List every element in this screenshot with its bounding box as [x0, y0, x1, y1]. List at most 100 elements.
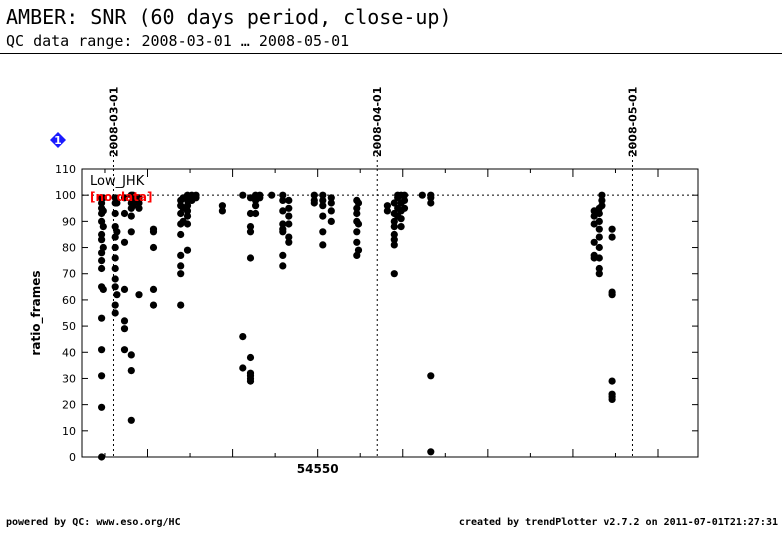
data-point — [354, 199, 363, 207]
data-point — [268, 191, 276, 199]
data-point — [608, 225, 616, 233]
data-point — [595, 243, 603, 252]
data-point — [397, 223, 405, 231]
data-point — [120, 346, 129, 354]
data-point — [256, 194, 264, 202]
data-point — [135, 199, 143, 207]
data-point — [608, 233, 616, 241]
data-point — [390, 223, 398, 231]
points-layer — [98, 191, 616, 461]
date-marker-label: 2008-05-01 — [626, 87, 639, 157]
data-point — [99, 207, 107, 215]
data-point — [598, 202, 606, 210]
diamond-icon — [50, 132, 66, 148]
plot-frame — [81, 168, 699, 458]
data-point — [135, 291, 143, 299]
data-point — [111, 209, 119, 218]
data-point — [135, 204, 143, 212]
data-point — [177, 262, 185, 270]
data-point — [598, 196, 606, 204]
legend-status-label: [no data] — [90, 190, 152, 204]
data-point — [149, 285, 158, 293]
data-point — [590, 254, 598, 262]
data-point — [279, 251, 287, 259]
data-point — [279, 262, 287, 270]
data-point — [246, 254, 255, 262]
data-point — [285, 212, 293, 220]
data-point — [427, 372, 435, 380]
data-point — [598, 191, 606, 199]
data-point — [390, 199, 398, 207]
data-point — [120, 209, 129, 218]
data-point — [99, 194, 107, 202]
data-point — [246, 223, 255, 231]
data-point — [279, 220, 287, 228]
data-point — [98, 236, 106, 244]
info-badge-label: 1 — [54, 134, 62, 147]
y-tick-label: 70 — [62, 268, 76, 281]
data-point — [113, 228, 121, 236]
header-divider — [0, 53, 782, 54]
data-point — [99, 285, 107, 293]
y-tick-label: 20 — [62, 399, 76, 412]
data-point — [127, 228, 135, 236]
data-point — [127, 351, 135, 359]
data-point — [279, 207, 287, 215]
data-point — [218, 202, 226, 210]
date-marker-label: 2008-04-01 — [371, 87, 384, 157]
data-point — [400, 204, 409, 212]
data-point — [99, 223, 107, 231]
data-point — [400, 196, 409, 204]
y-axis-label: ratio_frames — [29, 270, 44, 355]
data-point — [149, 228, 158, 236]
data-point — [120, 325, 129, 333]
y-tick-label: 10 — [62, 425, 76, 438]
data-point — [111, 301, 119, 309]
data-point — [98, 257, 106, 265]
data-point — [177, 230, 185, 239]
data-point — [319, 202, 327, 210]
footer-powered-by: powered by QC: www.eso.org/HC — [6, 517, 181, 528]
page-subtitle: QC data range: 2008-03-01 … 2008-05-01 — [6, 32, 350, 50]
data-point — [239, 191, 247, 199]
data-point — [246, 209, 255, 218]
data-point — [98, 264, 106, 273]
data-point — [113, 199, 121, 207]
y-tick-label: 60 — [62, 294, 76, 307]
data-point — [111, 264, 119, 273]
data-point — [111, 309, 119, 317]
data-point — [252, 209, 260, 218]
data-point — [319, 191, 327, 199]
data-point — [327, 199, 335, 207]
data-point — [111, 283, 119, 291]
x-tick-label: 54550 — [297, 462, 339, 476]
data-point — [113, 291, 121, 299]
data-point — [285, 238, 293, 246]
data-point — [327, 194, 335, 202]
data-point — [177, 301, 185, 309]
data-point — [183, 246, 192, 254]
y-tick-label: 110 — [55, 163, 76, 176]
data-point — [120, 285, 129, 293]
data-point — [246, 353, 255, 362]
data-point — [608, 377, 616, 385]
data-point — [120, 317, 129, 325]
data-point — [285, 196, 293, 204]
data-point — [279, 196, 287, 204]
footer-created-by: created by trendPlotter v2.7.2 on 2011-0… — [458, 517, 778, 528]
data-point — [390, 241, 398, 249]
data-point — [127, 416, 135, 424]
data-point — [98, 453, 106, 461]
data-point — [279, 228, 287, 236]
data-point — [129, 196, 137, 204]
legend-series-label: Low_JHK — [90, 174, 145, 189]
data-point — [319, 212, 327, 220]
data-point — [129, 191, 137, 199]
data-point — [427, 194, 435, 202]
data-point — [98, 314, 106, 322]
grid-layer — [82, 145, 698, 457]
data-point — [595, 225, 603, 233]
data-point — [99, 243, 107, 252]
data-point — [98, 372, 106, 380]
data-point — [319, 196, 327, 204]
